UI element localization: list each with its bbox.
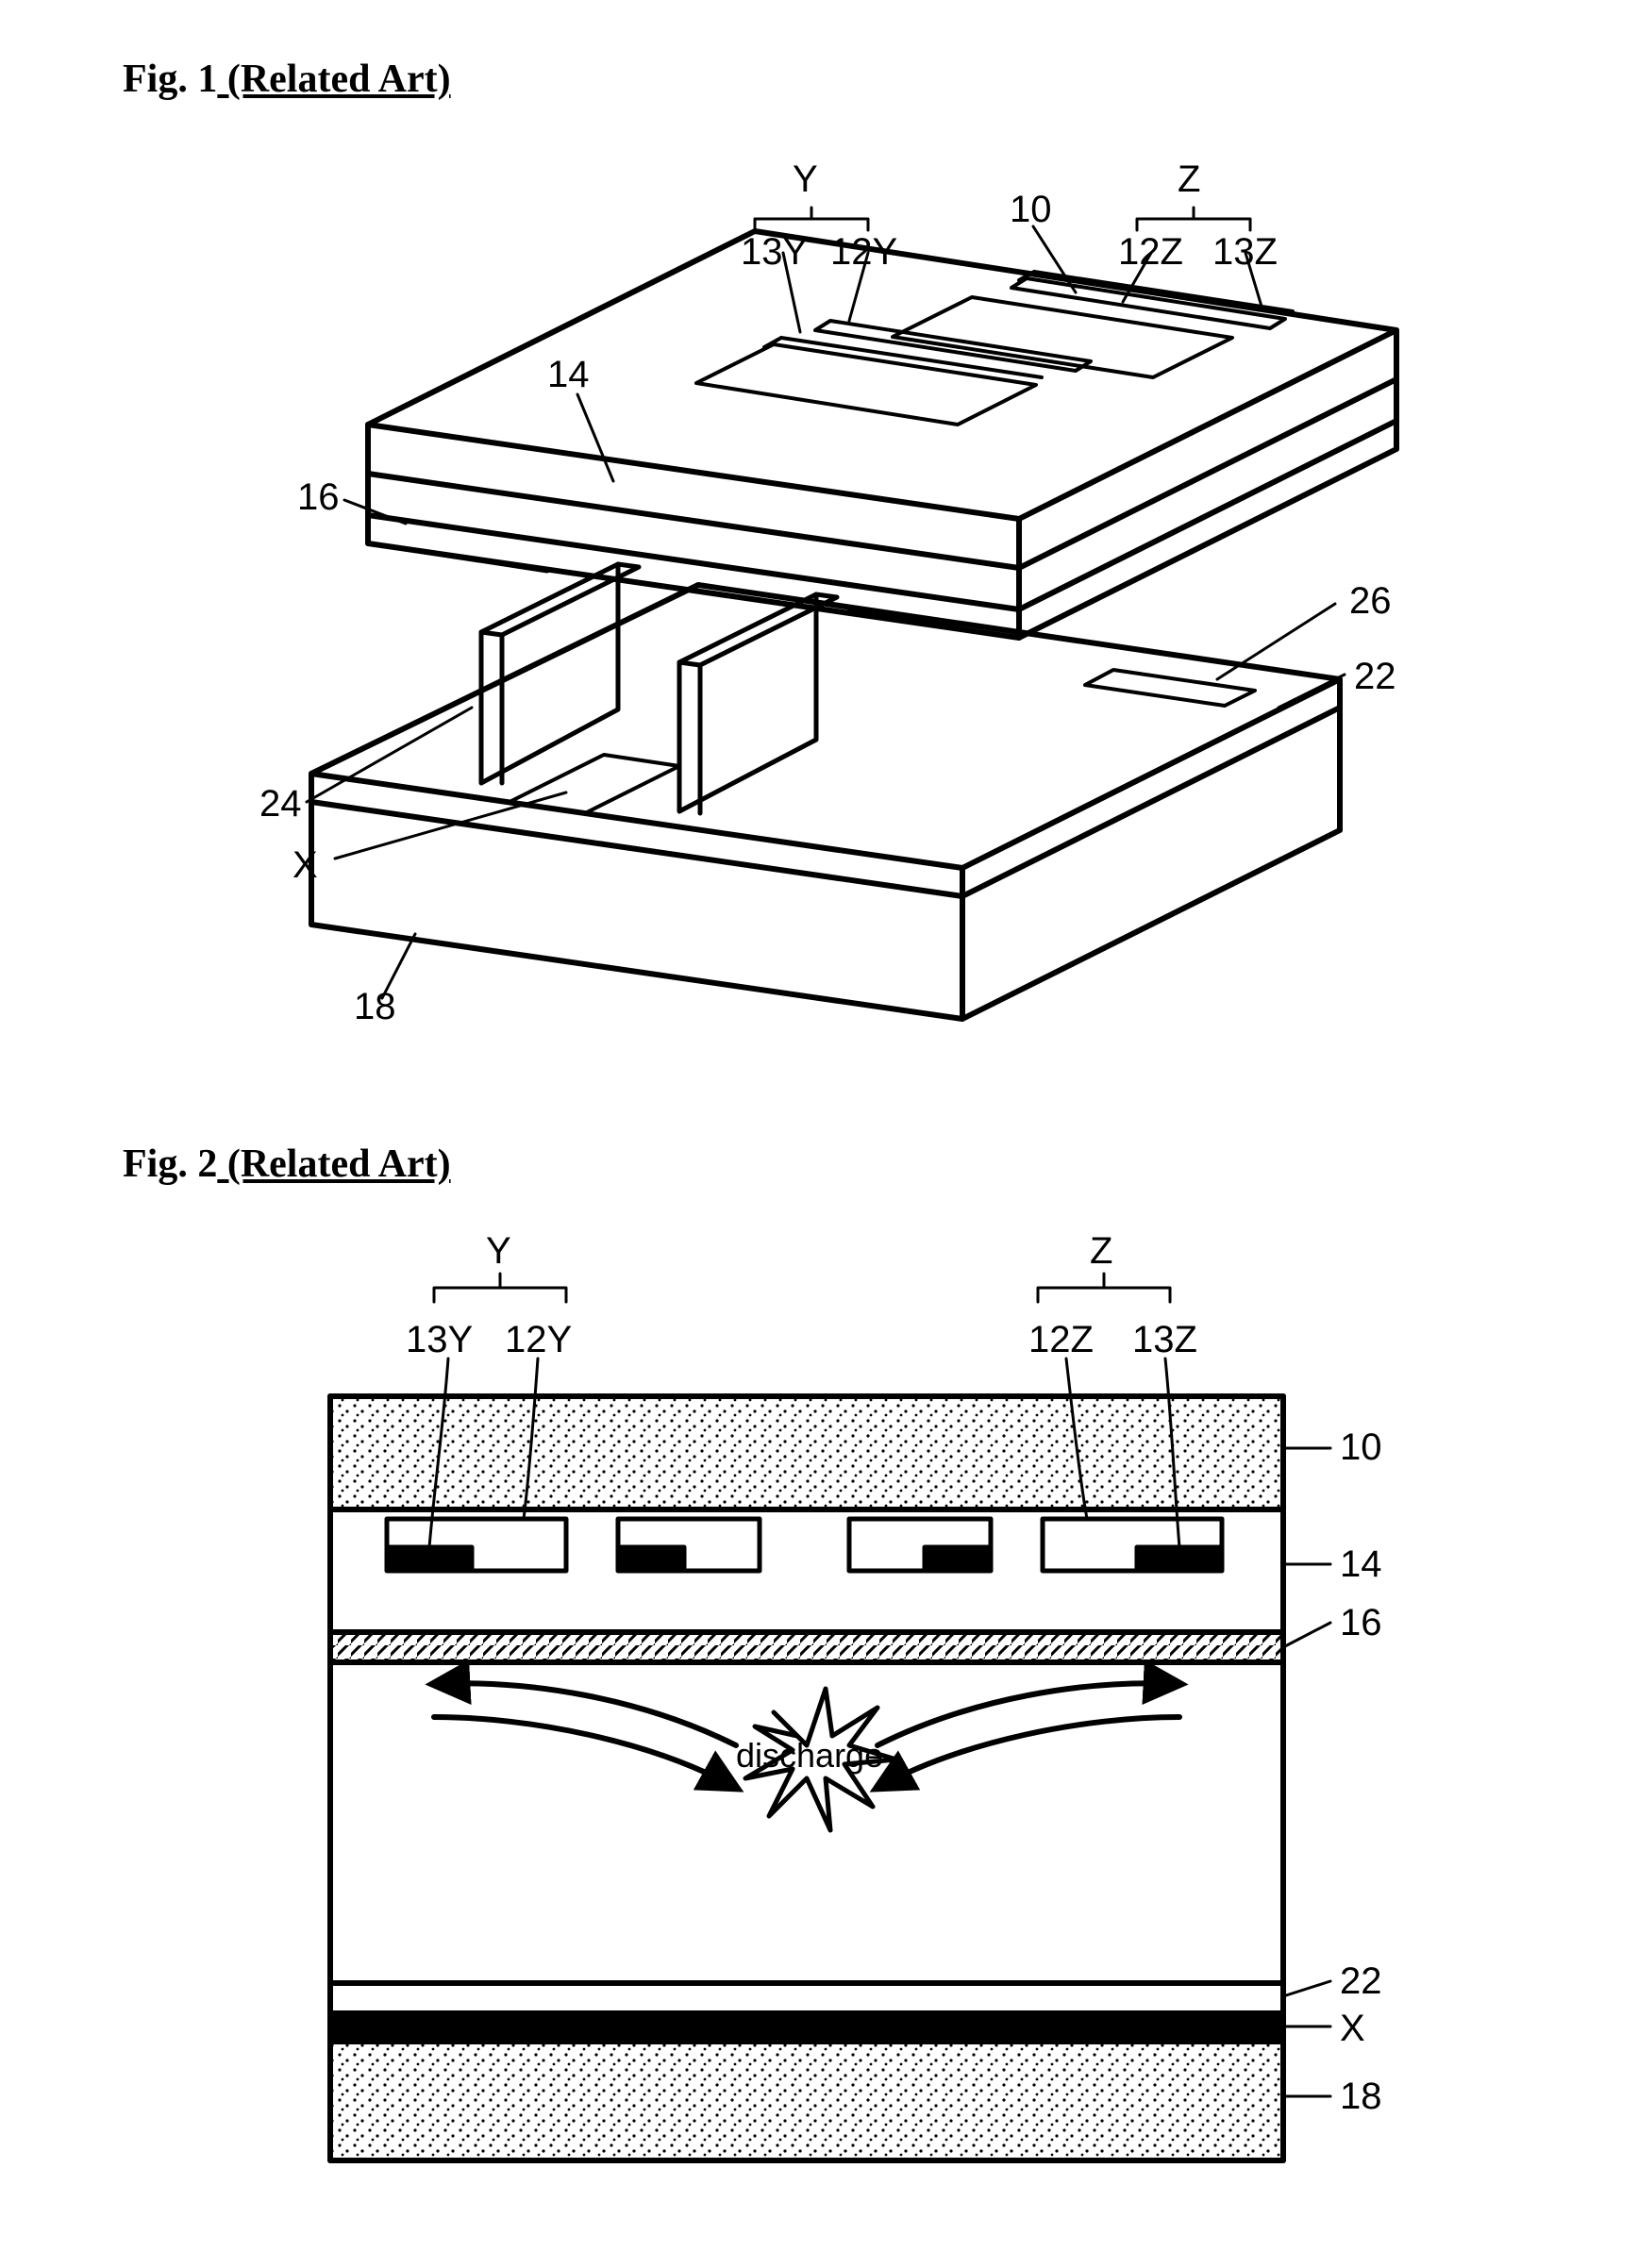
fig1-label-16: 16 bbox=[297, 476, 340, 519]
fig2-label-X: X bbox=[1340, 2008, 1365, 2050]
fig1-label-18: 18 bbox=[354, 986, 396, 1028]
fig2-caption: Fig. 2 (Related Art) bbox=[123, 1142, 451, 1187]
fig2-label-12Y: 12Y bbox=[505, 1319, 572, 1361]
fig1-label-22: 22 bbox=[1354, 656, 1396, 698]
fig1-prefix: Fig. 1 bbox=[123, 58, 217, 101]
fig1-label-Z: Z bbox=[1178, 158, 1200, 201]
figure-2: Y Z 13Y 12Y 12Z 13Z 10 14 16 22 X 18 dis… bbox=[245, 1236, 1434, 2189]
fig1-label-10: 10 bbox=[1010, 189, 1052, 231]
fig1-label-24: 24 bbox=[259, 783, 302, 825]
fig2-label-22: 22 bbox=[1340, 1960, 1382, 2003]
fig1-label-13Z: 13Z bbox=[1212, 231, 1278, 274]
fig2-label-Y: Y bbox=[486, 1230, 511, 1273]
fig1-label-14: 14 bbox=[547, 354, 590, 396]
fig2-label-Z: Z bbox=[1090, 1230, 1112, 1273]
fig1-svg bbox=[170, 142, 1472, 1047]
fig2-label-10: 10 bbox=[1340, 1426, 1382, 1469]
fig1-caption: Fig. 1 (Related Art) bbox=[123, 57, 451, 102]
fig2-label-14: 14 bbox=[1340, 1543, 1382, 1586]
fig1-label-26: 26 bbox=[1349, 580, 1392, 623]
fig1-label-12Z: 12Z bbox=[1118, 231, 1183, 274]
fig2-label-13Z: 13Z bbox=[1132, 1319, 1197, 1361]
fig2-label-13Y: 13Y bbox=[406, 1319, 473, 1361]
fig1-suffix: (Related Art) bbox=[217, 58, 450, 101]
fig2-svg bbox=[245, 1236, 1434, 2189]
fig2-label-18: 18 bbox=[1340, 2076, 1382, 2118]
fig2-label-12Z: 12Z bbox=[1028, 1319, 1094, 1361]
fig1-label-Y: Y bbox=[793, 158, 818, 201]
figure-1: Y Z 13Y 12Y 10 12Z 13Z 14 16 26 22 24 X … bbox=[170, 142, 1472, 1047]
fig1-label-13Y: 13Y bbox=[741, 231, 808, 274]
fig1-label-X: X bbox=[292, 844, 318, 887]
page: Fig. 1 (Related Art) bbox=[0, 0, 1638, 2268]
fig2-label-discharge: discharge bbox=[736, 1736, 883, 1776]
fig1-label-12Y: 12Y bbox=[830, 231, 897, 274]
fig2-label-16: 16 bbox=[1340, 1602, 1382, 1644]
fig2-suffix: (Related Art) bbox=[217, 1142, 450, 1186]
fig2-prefix: Fig. 2 bbox=[123, 1142, 217, 1186]
